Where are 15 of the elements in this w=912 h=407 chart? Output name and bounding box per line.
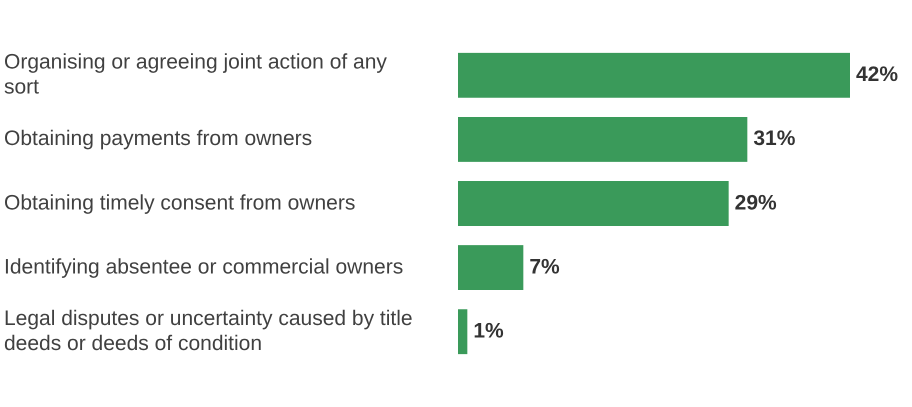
data-label: 7% [529, 255, 560, 278]
y-tick-label: Identifying absentee or commercial owners [4, 255, 404, 278]
y-tick-label: Legal disputes or uncertainty caused by title deeds or deeds of condition [4, 306, 413, 356]
data-label: 1% [473, 320, 504, 343]
y-tick-label: Organising or agreeing joint action of any sort [4, 50, 388, 99]
bar [458, 116, 748, 162]
data-label: 29% [734, 191, 778, 214]
y-tick-label: Obtaining payments from owners [4, 127, 312, 150]
y-tick-label: Obtaining timely consent from owners [4, 191, 356, 214]
bar [458, 52, 850, 98]
bar [458, 309, 468, 354]
bar [458, 245, 524, 290]
data-label: 42% [856, 63, 898, 86]
bar [458, 181, 729, 226]
data-label: 31% [753, 127, 796, 150]
